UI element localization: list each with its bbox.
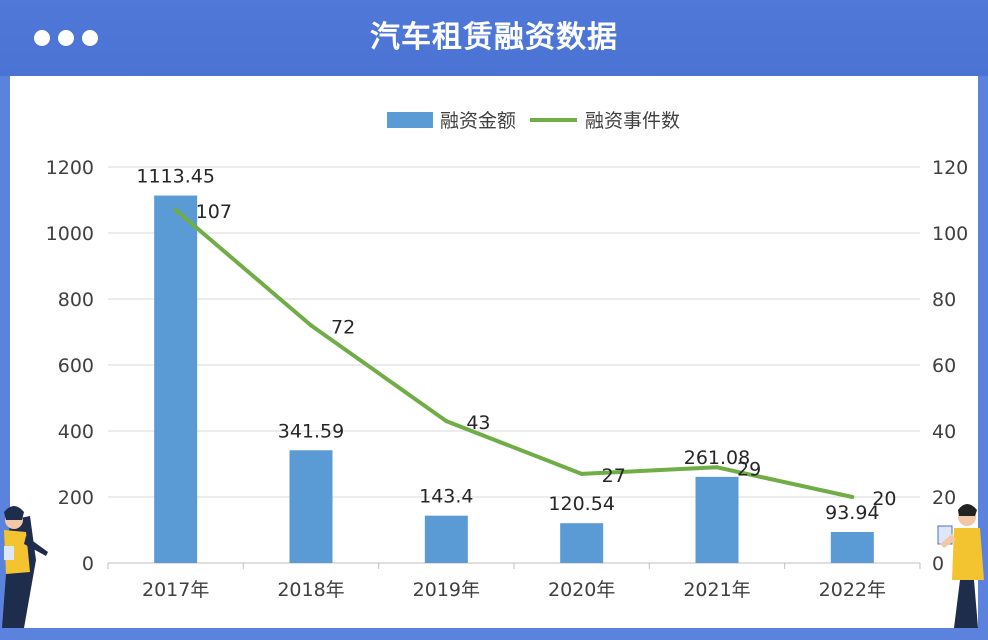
line-point xyxy=(850,495,855,499)
person-illustration-left xyxy=(2,506,48,628)
line-point xyxy=(579,471,584,476)
bar xyxy=(154,195,198,563)
bar-series xyxy=(154,195,874,563)
line-point xyxy=(715,465,719,470)
line-series xyxy=(173,207,855,499)
line-data-label: 20 xyxy=(872,488,896,510)
left-axis-tick-label: 400 xyxy=(58,421,94,443)
x-axis-tick-label: 2022年 xyxy=(819,579,886,601)
frame-border-right xyxy=(978,76,988,640)
left-axis-tick-label: 800 xyxy=(58,289,94,311)
line-data-label: 29 xyxy=(737,458,761,480)
line-path xyxy=(174,208,853,499)
left-axis-tick-label: 200 xyxy=(58,487,94,509)
legend-swatch-bar[interactable] xyxy=(387,112,433,128)
person-illustration-right xyxy=(937,504,984,628)
left-axis-tick-label: 600 xyxy=(58,355,94,377)
x-axis-tick-label: 2021年 xyxy=(683,579,750,601)
dot-icon xyxy=(34,30,50,46)
line-data-label: 43 xyxy=(466,412,490,434)
x-axis-tick-label: 2020年 xyxy=(548,579,615,601)
left-axis-tick-label: 0 xyxy=(82,553,94,575)
bar xyxy=(830,531,874,563)
right-axis-tick-label: 0 xyxy=(932,553,944,575)
bar-data-label: 93.94 xyxy=(825,502,879,524)
gridlines xyxy=(108,166,920,564)
legend[interactable]: 融资金额 融资事件数 xyxy=(387,110,680,132)
data-labels: 1113.45 341.59 143.4 120.54 261.08 93.94 107 72… xyxy=(136,166,896,524)
header-bar: 汽车租赁融资数据 xyxy=(0,0,988,76)
legend-label[interactable]: 融资金额 xyxy=(440,110,516,132)
window-dots xyxy=(34,30,98,46)
axes: 0 200 400 600 800 1000 1200 0 20 40 60 80 100 120 2017… xyxy=(46,157,969,601)
bar xyxy=(695,476,739,563)
bar xyxy=(560,523,604,563)
frame-border-bottom xyxy=(0,628,988,640)
dot-icon xyxy=(82,30,98,46)
left-axis-tick-label: 1200 xyxy=(46,157,94,179)
bar-data-label: 143.4 xyxy=(419,486,473,508)
page-title: 汽车租赁融资数据 xyxy=(370,20,618,55)
dot-icon xyxy=(58,30,74,46)
right-axis-tick-label: 80 xyxy=(932,289,956,311)
right-axis-tick-label: 60 xyxy=(932,355,956,377)
line-point xyxy=(173,207,178,212)
bar-data-label: 1113.45 xyxy=(136,166,215,188)
bar-data-label: 120.54 xyxy=(548,493,614,515)
line-data-label: 107 xyxy=(196,201,232,223)
right-axis-tick-label: 20 xyxy=(932,487,956,509)
right-axis-tick-label: 100 xyxy=(932,223,968,245)
bar xyxy=(289,450,333,563)
line-point xyxy=(444,419,449,424)
right-axis-tick-label: 40 xyxy=(932,421,956,443)
bar-data-label: 341.59 xyxy=(278,420,344,442)
legend-label[interactable]: 融资事件数 xyxy=(585,110,680,132)
line-point xyxy=(309,323,313,328)
x-axis-tick-label: 2019年 xyxy=(413,579,480,601)
x-axis-tick-label: 2017年 xyxy=(142,579,209,601)
frame-border-left xyxy=(0,76,10,640)
x-axis-tick-label: 2018年 xyxy=(277,579,344,601)
line-data-label: 72 xyxy=(331,316,355,338)
right-axis-tick-label: 120 xyxy=(932,157,968,179)
bar-data-label: 261.08 xyxy=(684,447,750,469)
line-data-label: 27 xyxy=(602,465,626,487)
bar xyxy=(424,515,468,563)
left-axis-tick-label: 1000 xyxy=(46,223,94,245)
